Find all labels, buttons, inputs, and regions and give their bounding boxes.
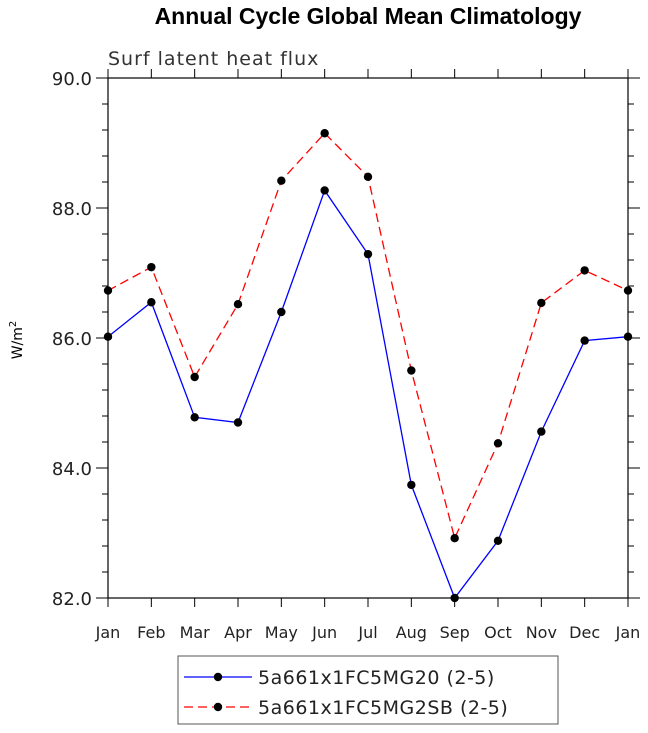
x-tick-label: Sep	[440, 623, 470, 642]
series-1-point	[623, 332, 633, 341]
x-tick-label: Mar	[180, 623, 211, 642]
series-1-point	[363, 249, 373, 259]
x-tick-labels: Jan Feb Mar Apr May Jun Jul Aug Sep Oct Nov Dec Jan	[95, 623, 641, 642]
series-2-point	[623, 286, 633, 295]
y-tick-label: 84.0	[52, 459, 92, 480]
x-tick-label: Jan	[615, 623, 641, 642]
y-axis-label-text: W/m	[10, 327, 26, 359]
chart-subtitle: Surf latent heat flux	[108, 48, 319, 70]
x-tick-label: Oct	[484, 623, 512, 642]
series-1-point	[147, 298, 156, 307]
x-tick-label: Apr	[224, 623, 252, 642]
series-2-point	[450, 534, 459, 543]
series-2-point	[147, 262, 156, 272]
series-1-point	[493, 536, 503, 545]
series-1-point	[190, 413, 199, 422]
series-2-point	[407, 366, 416, 375]
legend-marker-1	[213, 672, 223, 682]
y-tick-label: 90.0	[52, 69, 92, 90]
legend: 5a661x1FC5MG20 (2-5) 5a661x1FC5MG2SB (2-5…	[184, 667, 508, 719]
series-1-point	[580, 336, 589, 345]
y-tick-label: 86.0	[52, 329, 92, 350]
y-axis-label-superscript: 2	[8, 321, 19, 327]
x-tick-label: Feb	[137, 623, 165, 642]
series-1-point	[320, 186, 329, 195]
x-tick-label: Dec	[569, 623, 600, 642]
series-2-point	[190, 372, 199, 382]
x-tick-label: Jan	[95, 623, 121, 642]
legend-box	[177, 655, 559, 725]
y-tick-labels: 82.0 84.0 86.0 88.0 90.0	[52, 69, 92, 610]
series-2-point	[493, 439, 503, 448]
series-1-point	[233, 418, 243, 427]
plot-frame	[107, 77, 629, 599]
y-tick-label: 82.0	[52, 589, 92, 610]
y-tick-label: 88.0	[52, 199, 92, 220]
series-2-point	[320, 129, 329, 138]
legend-label-2: 5a661x1FC5MG2SB (2-5)	[258, 697, 508, 719]
axis-ticks	[96, 69, 640, 607]
series-2-point	[103, 286, 113, 295]
series-1-point	[277, 307, 286, 317]
legend-marker-2	[213, 702, 223, 712]
x-tick-label: Nov	[526, 623, 557, 642]
series-2-point	[363, 172, 373, 181]
series-2-point	[277, 176, 286, 185]
series-1-point	[537, 427, 546, 436]
series-2-point	[233, 300, 243, 309]
x-tick-label: Aug	[396, 623, 427, 642]
series-1-point	[450, 593, 459, 603]
series-2-point	[580, 266, 589, 275]
x-tick-label: May	[265, 623, 298, 642]
x-tick-label: Jun	[311, 623, 337, 642]
series-group	[103, 129, 633, 603]
series-1-point	[103, 332, 113, 341]
chart-title: Annual Cycle Global Mean Climatology	[155, 3, 582, 29]
series-2-point	[537, 298, 546, 308]
series-line-2	[107, 132, 629, 541]
y-axis-label: W/m2	[8, 321, 26, 360]
series-1-point	[407, 480, 416, 490]
x-tick-label: Jul	[357, 623, 377, 642]
legend-label-1: 5a661x1FC5MG20 (2-5)	[258, 667, 495, 689]
